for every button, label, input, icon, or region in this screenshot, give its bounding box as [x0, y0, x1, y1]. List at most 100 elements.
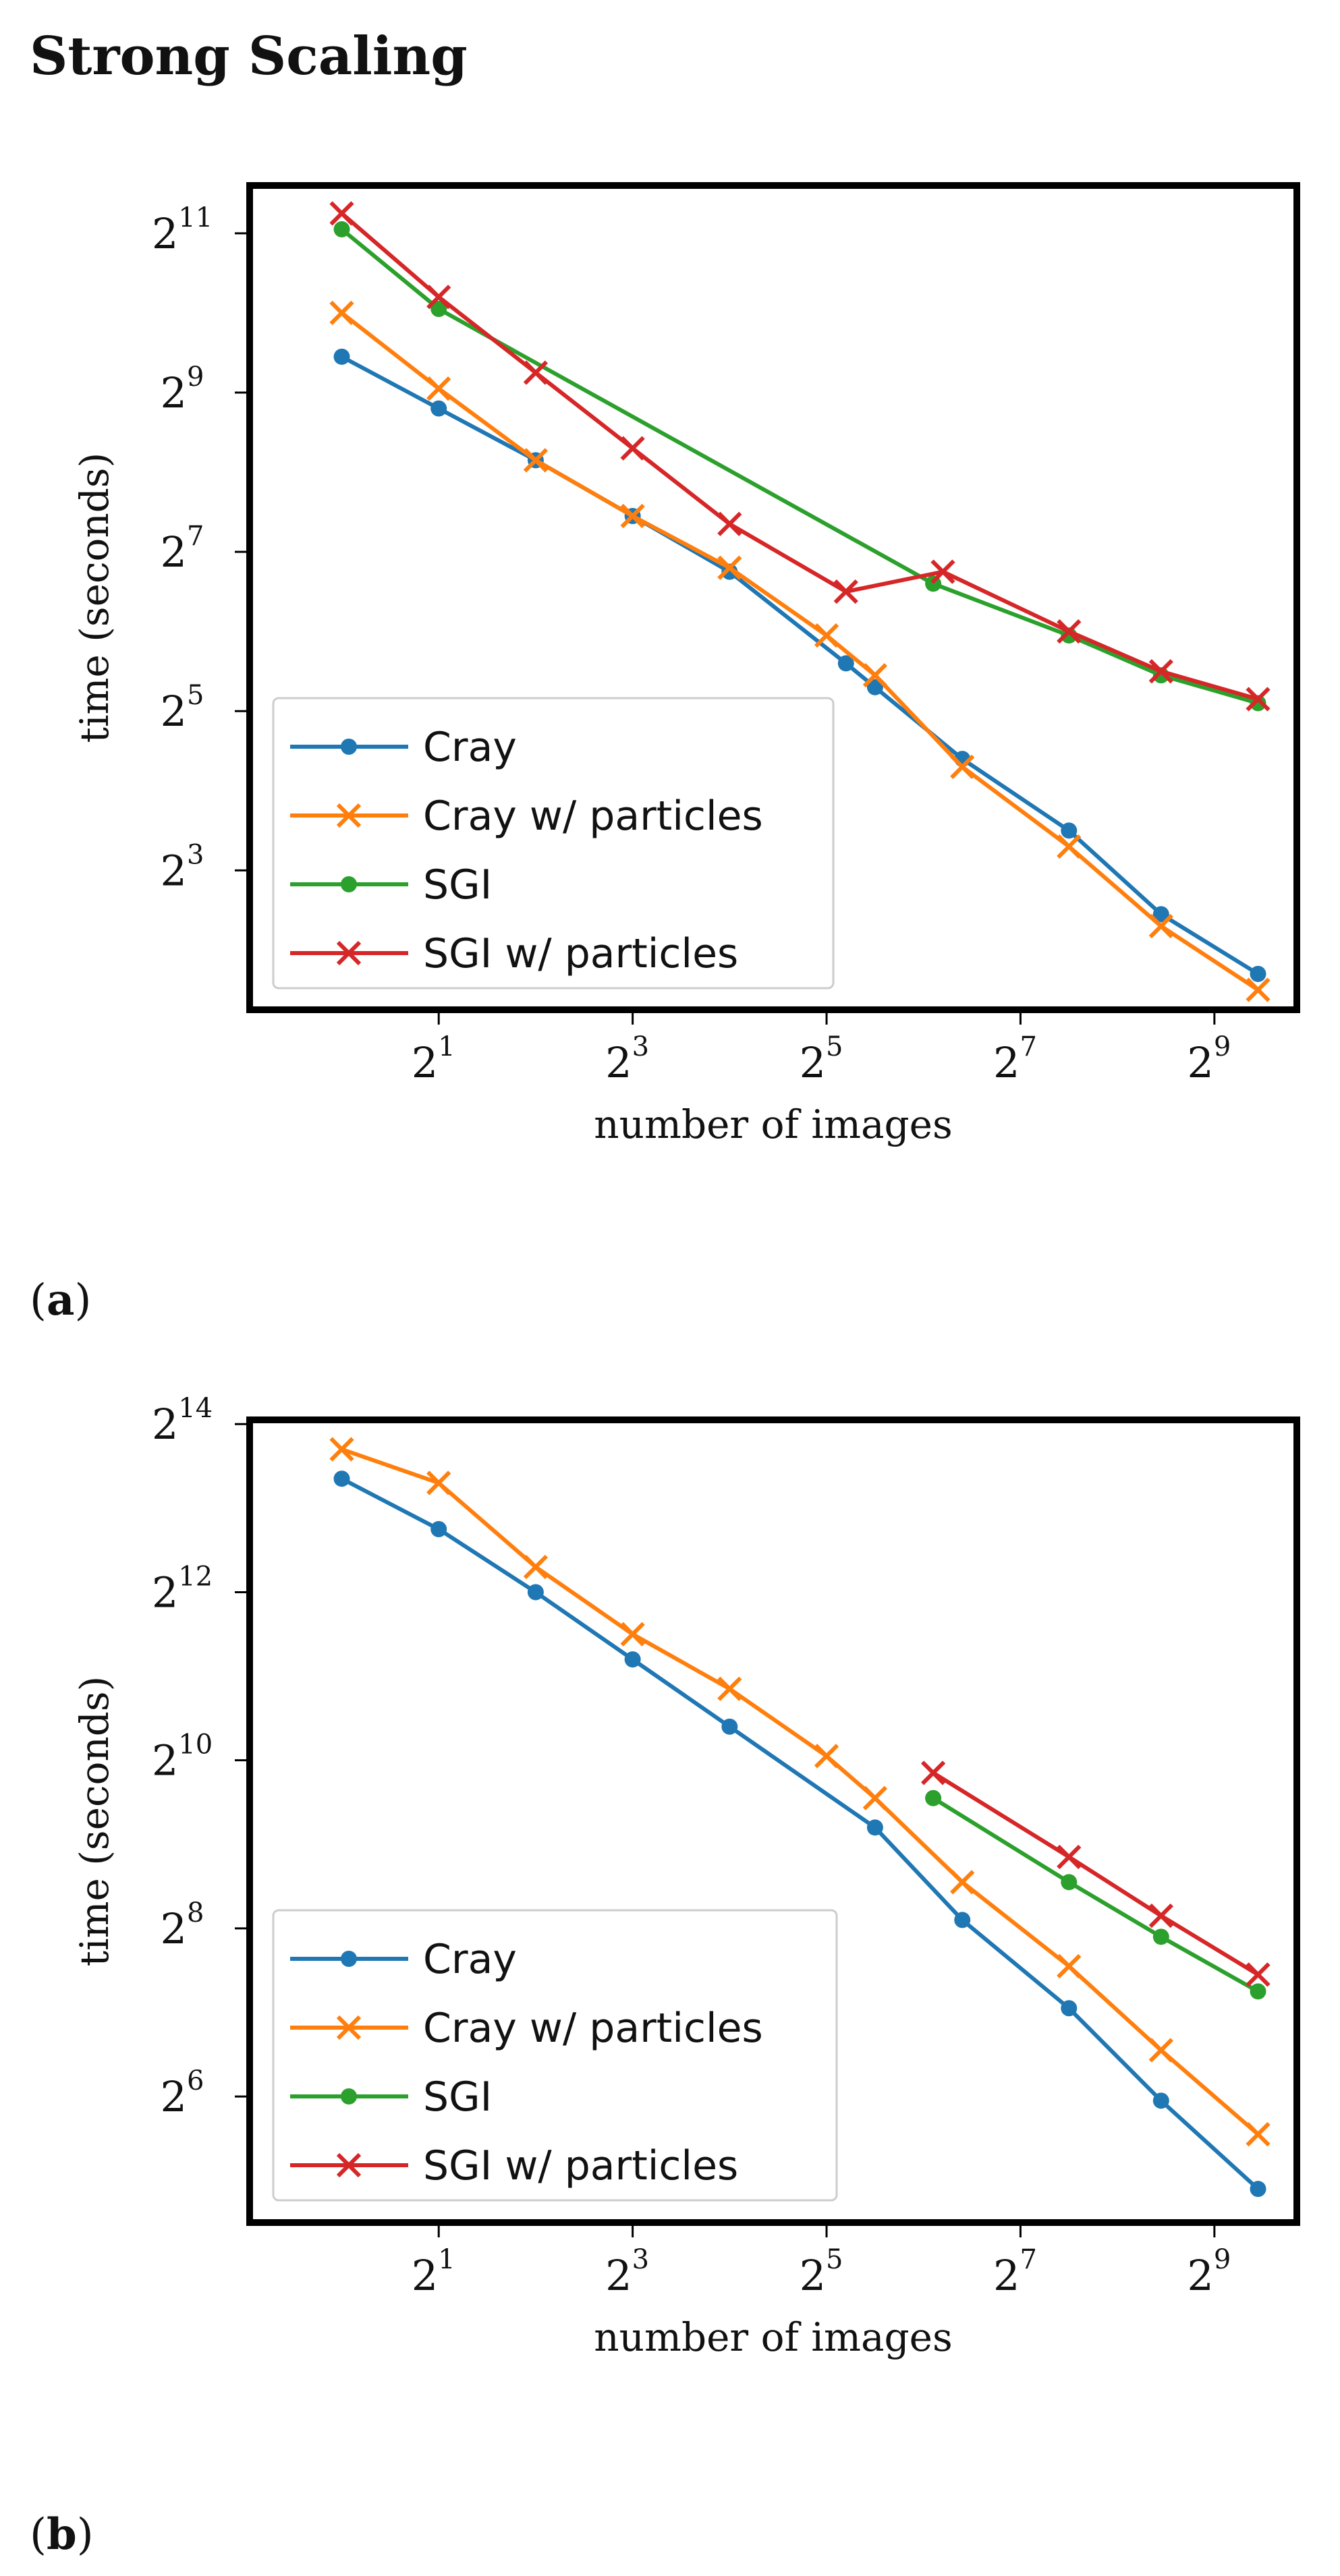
chart-b-point-cray: [527, 1584, 544, 1601]
chart-b-point-sgi-w-particles: [1148, 1904, 1173, 1928]
chart-b-point-cray: [866, 1819, 883, 1836]
chart-a-xtick-label: 21: [412, 1031, 455, 1087]
chart-b-point-cray: [1152, 2092, 1169, 2109]
chart-a-frame: [246, 182, 1300, 1013]
chart-b-ytick-label: 212: [152, 1561, 213, 1617]
chart-b-legend-label-sgi-w-particles: SGI w/ particles: [423, 2142, 738, 2189]
chart-a-point-sgi-w-particles: [833, 579, 858, 604]
chart-a-xtick-label: 23: [605, 1031, 649, 1087]
chart-a-legend: [272, 697, 835, 990]
chart-a-point-sgi-w-particles: [1057, 619, 1082, 644]
chart-b-point-cray-w-particles: [814, 1744, 839, 1769]
chart-b-point-cray: [1250, 2181, 1266, 2198]
chart-b-legend: [272, 1909, 838, 2202]
chart-a-point-cray: [430, 400, 447, 417]
panel-label-b: (b): [30, 2509, 94, 2560]
chart-a-ytick-label: 29: [161, 362, 204, 418]
chart-a-legend-marker-sgi-w-particles: [336, 940, 362, 966]
chart-b-legend-marker-sgi-w-particles: [336, 2152, 362, 2178]
panel-label-a: (a): [30, 1275, 92, 1325]
chart-a-xtick-label: 25: [800, 1031, 843, 1087]
chart-b-legend-marker-sgi: [341, 2088, 357, 2105]
chart-a-point-cray-w-particles: [1057, 834, 1082, 859]
chart-a-point-cray-w-particles: [329, 300, 354, 326]
chart-a-ytick-label: 211: [152, 202, 213, 258]
chart-a-point-cray-w-particles: [1148, 913, 1173, 939]
chart-a-ylabel: time (seconds): [72, 453, 117, 743]
chart-a-point-sgi-w-particles: [426, 285, 451, 310]
chart-b-legend-label-sgi: SGI: [423, 2073, 492, 2121]
chart-a-point-cray: [866, 679, 883, 695]
chart-a-xlabel: number of images: [594, 1101, 953, 1147]
chart-a-xtick-label: 27: [993, 1031, 1037, 1087]
chart-b-point-sgi: [925, 1790, 942, 1806]
chart-b-point-cray: [954, 1912, 971, 1928]
chart-a-legend-label-sgi: SGI: [423, 861, 492, 909]
chart-a-legend-marker-cray: [341, 739, 357, 755]
chart-a-point-cray-w-particles: [950, 754, 975, 780]
chart-b-point-cray-w-particles: [717, 1676, 742, 1701]
chart-b-point-cray-w-particles: [523, 1554, 549, 1580]
chart-b-point-sgi-w-particles: [920, 1761, 946, 1785]
chart-b-point-sgi: [1250, 1983, 1266, 2000]
chart-b-point-sgi: [1061, 1874, 1078, 1891]
chart-b-series-sgi-line: [932, 1796, 1259, 1993]
chart-a-legend-marker-cray-w-particles: [336, 803, 362, 828]
chart-b-ytick-label: 28: [161, 1897, 204, 1953]
chart-b-ytick-label: 210: [152, 1729, 213, 1785]
chart-a-ytick-label: 25: [161, 680, 204, 736]
chart-a-point-cray: [1250, 965, 1266, 982]
chart-b-ytick-label: 26: [161, 2065, 204, 2121]
chart-b-point-cray-w-particles: [950, 1870, 975, 1895]
chart-b-point-cray: [333, 1470, 350, 1487]
chart-b-point-cray: [721, 1718, 738, 1735]
chart-a-point-cray: [333, 348, 350, 365]
chart-b-point-sgi-w-particles: [1057, 1844, 1082, 1870]
chart-b-point-cray: [624, 1651, 641, 1668]
chart-a-point-sgi-w-particles: [1246, 687, 1271, 712]
chart-a-legend-label-sgi-w-particles: SGI w/ particles: [423, 930, 738, 977]
chart-a-legend-label-cray-w-particles: Cray w/ particles: [423, 793, 763, 840]
chart-a-ytick-label: 23: [161, 839, 204, 895]
chart-a-point-sgi-w-particles: [717, 511, 742, 536]
chart-a-point-cray: [837, 655, 854, 672]
chart-b-legend-label-cray-w-particles: Cray w/ particles: [423, 2005, 763, 2052]
chart-a-point-cray-w-particles: [1246, 977, 1271, 1002]
chart-a-point-sgi: [333, 221, 350, 237]
chart-b-series-sgi-w-particles-line: [932, 1771, 1260, 1976]
chart-b-point-cray-w-particles: [1057, 1953, 1082, 1979]
chart-b-xtick-label: 29: [1187, 2244, 1231, 2300]
chart-a-point-cray-w-particles: [814, 623, 839, 648]
chart-b-point-cray-w-particles: [426, 1470, 451, 1495]
chart-b-point-cray-w-particles: [1148, 2038, 1173, 2063]
chart-a-series-sgi-line: [340, 227, 1259, 706]
chart-b-xtick-label: 23: [605, 2244, 649, 2300]
chart-a-point-sgi-w-particles: [930, 559, 955, 584]
chart-b-point-cray-w-particles: [862, 1785, 888, 1810]
chart-a-point-cray-w-particles: [717, 555, 742, 580]
chart-b-point-cray-w-particles: [620, 1622, 645, 1647]
chart-b-frame: [246, 1416, 1300, 2226]
chart-a-point-cray-w-particles: [523, 448, 549, 473]
chart-b-point-cray-w-particles: [1246, 2122, 1271, 2147]
page-heading: Strong Scaling: [30, 26, 468, 87]
chart-a-point-sgi-w-particles: [329, 201, 354, 226]
chart-a-point-sgi-w-particles: [1148, 659, 1173, 684]
chart-b-legend-marker-cray: [341, 1951, 357, 1967]
chart-b-point-sgi: [1152, 1928, 1169, 1945]
chart-a-series-sgi-w-particles-line: [340, 212, 1259, 702]
chart-a-point-sgi: [430, 301, 447, 318]
chart-a-point-cray-w-particles: [862, 662, 888, 688]
chart-b-xlabel: number of images: [594, 2314, 953, 2360]
chart-b-ylabel: time (seconds): [72, 1676, 117, 1967]
chart-a-point-sgi-w-particles: [620, 436, 645, 461]
chart-a-legend-marker-sgi: [341, 876, 357, 892]
chart-b-legend-label-cray: Cray: [423, 1936, 517, 1983]
chart-b-series-cray-line: [341, 1477, 1260, 2191]
chart-a-point-cray: [1152, 906, 1169, 923]
chart-b-point-cray-w-particles: [329, 1437, 354, 1462]
chart-b-xtick-label: 25: [800, 2244, 843, 2300]
chart-b-point-sgi-w-particles: [1246, 1962, 1271, 1987]
chart-b-point-cray: [430, 1520, 447, 1537]
chart-a-point-cray: [1061, 822, 1078, 839]
